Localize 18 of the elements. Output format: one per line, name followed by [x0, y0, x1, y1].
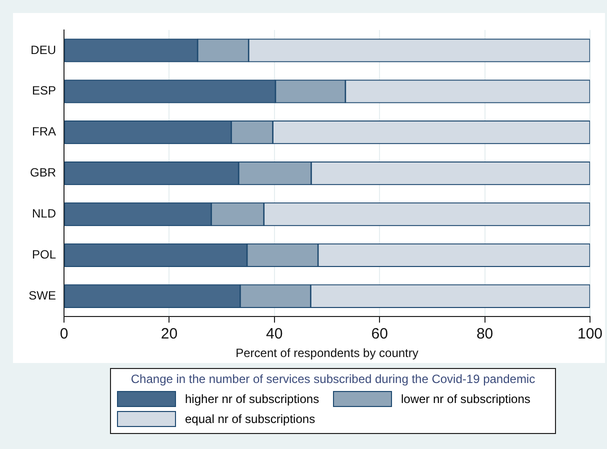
y-tick-label: POL: [32, 248, 56, 262]
x-axis-title: Percent of respondents by country: [236, 346, 418, 360]
legend-title: Change in the number of services subscribed during the Covid-19 pandemic: [130, 372, 536, 386]
y-tick-label: NLD: [32, 206, 56, 221]
x-tick-label: 80: [476, 326, 494, 343]
legend-label: equal nr of subscriptions: [185, 412, 316, 426]
legend-label: lower nr of subscriptions: [401, 392, 530, 406]
x-tick-label: 60: [371, 326, 388, 343]
x-tick-label: 100: [577, 326, 603, 343]
y-tick-label: SWE: [28, 288, 56, 302]
y-tick-label: ESP: [32, 84, 56, 98]
y-tick-label: DEU: [30, 42, 56, 57]
x-tick-label: 40: [266, 326, 283, 343]
y-tick-label: FRA: [32, 124, 56, 139]
x-tick-label: 20: [160, 326, 178, 343]
x-tick-label: 0: [60, 326, 68, 343]
y-tick-label: GBR: [30, 166, 56, 180]
legend-label: higher nr of subscriptions: [185, 392, 320, 406]
